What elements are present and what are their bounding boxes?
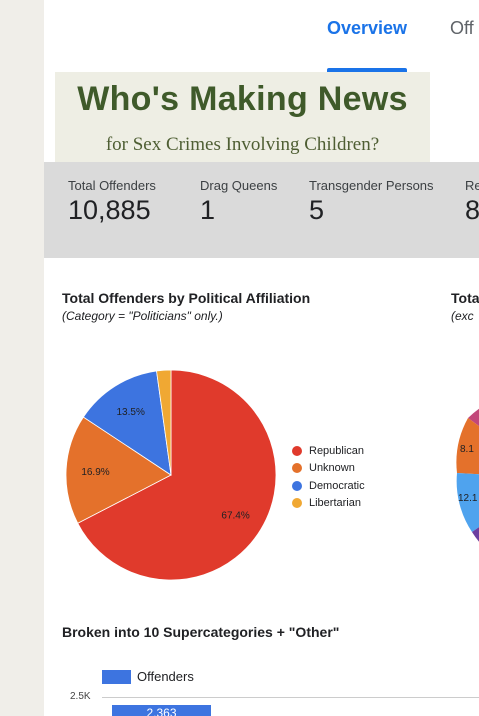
legend-item-libertarian[interactable]: Libertarian — [292, 495, 365, 513]
tab-overview[interactable]: Overview — [327, 18, 408, 38]
legend-dot — [292, 445, 302, 456]
legend-item-republican[interactable]: Republican — [292, 442, 365, 460]
banner-title: Who's Making News — [77, 80, 408, 118]
pie-slice-libertarian[interactable] — [156, 369, 172, 476]
second-pie-slice — [468, 408, 479, 427]
pie-slice-democratic[interactable] — [82, 370, 172, 476]
legend-label: Unknown — [309, 462, 355, 475]
bar-offenders[interactable]: 2,363 — [112, 705, 211, 716]
second-pie-slice — [456, 473, 479, 532]
pie-legend: Republican Unknown Democratic Libertaria… — [292, 442, 365, 512]
stat-transgender-persons: Transgender Persons 5 — [309, 178, 434, 226]
second-pie-label: 12.1 — [458, 493, 478, 504]
stat-label: Transgender Persons — [309, 178, 434, 193]
second-pie-slice — [456, 418, 479, 475]
pie-slice-republican[interactable] — [77, 369, 277, 581]
stat-value: 8 — [465, 195, 479, 225]
header-banner: Who's Making News for Sex Crimes Involvi… — [55, 72, 430, 162]
legend-item-democratic[interactable]: Democratic — [292, 477, 365, 495]
scorecard-strip: Total Offenders 10,885 Drag Queens 1 Tra… — [44, 162, 479, 258]
second-pie-slice — [472, 527, 479, 542]
pie-slice-label: 67.4% — [221, 510, 249, 521]
legend-label: Republican — [309, 444, 365, 457]
legend-dot — [292, 480, 302, 491]
stat-label: Drag Queens — [200, 178, 278, 193]
bar-value-label: 2,363 — [146, 706, 177, 716]
active-tab-indicator — [327, 68, 407, 72]
legend-swatch — [102, 669, 131, 684]
pie-chart-note: (Category = "Politicians" only.) — [62, 309, 223, 323]
legend-label: Democratic — [309, 479, 365, 492]
legend-label: Libertarian — [309, 497, 361, 510]
dashboard-page: Overview Off Who's Making News for Sex C… — [44, 0, 479, 716]
bar-chart-title: Broken into 10 Supercategories + "Other" — [62, 624, 340, 640]
second-pie-label: 8.1 — [460, 444, 474, 455]
second-pie-slices — [456, 408, 479, 542]
banner-subtitle: for Sex Crimes Involving Children? — [105, 134, 380, 155]
stat-value: 1 — [200, 195, 216, 225]
gridline — [102, 697, 479, 698]
stat-value: 10,885 — [68, 195, 151, 225]
stat-label: Re — [465, 178, 479, 193]
pie-slice-label: 16.9% — [81, 467, 109, 478]
bar-legend-label: Offenders — [137, 669, 194, 684]
tab-offenders[interactable]: Off — [450, 18, 474, 38]
top-navigation: Overview Off — [44, 0, 479, 72]
legend-dot — [292, 463, 302, 474]
stat-drag-queens: Drag Queens 1 — [200, 178, 277, 226]
legend-item-unknown[interactable]: Unknown — [292, 460, 365, 478]
pie-chart-title: Total Offenders by Political Affiliation — [62, 290, 311, 306]
stat-label: Total Offenders — [68, 178, 156, 193]
stat-total-offenders: Total Offenders 10,885 — [68, 178, 156, 226]
legend-dot — [292, 498, 302, 509]
pie-slice-label: 13.5% — [117, 407, 145, 418]
stat-value: 5 — [309, 195, 325, 225]
stat-truncated: Re 8 — [465, 178, 479, 226]
bar-chart-legend[interactable]: Offenders — [102, 669, 194, 684]
second-chart-title: Tota — [451, 290, 479, 306]
pie-slice-unknown[interactable] — [65, 416, 172, 524]
y-axis-tick: 2.5K — [70, 691, 91, 702]
second-chart-note: (exc — [451, 309, 474, 323]
